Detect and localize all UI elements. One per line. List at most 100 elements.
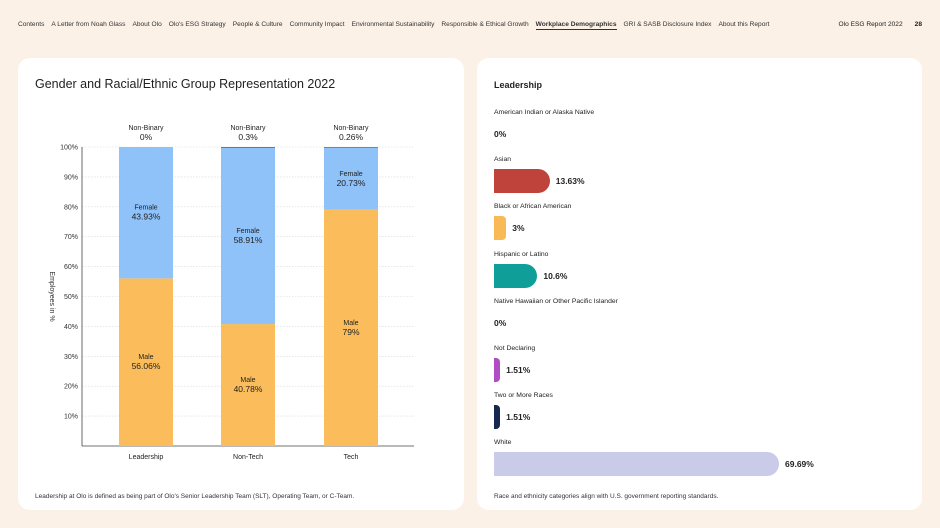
leadership-row: Hispanic or Latino 10.6% <box>494 249 904 296</box>
category-label: Hispanic or Latino <box>494 250 549 258</box>
bar-wrap: 1.51% <box>494 357 531 382</box>
chart-footnote: Leadership at Olo is defined as being pa… <box>35 493 355 500</box>
percentage-value: 69.69% <box>785 459 814 470</box>
series-label: Non-Binary <box>333 125 369 132</box>
data-label: 0.3% <box>238 132 258 142</box>
y-tick-label: 70% <box>64 234 78 241</box>
y-tick-label: 30% <box>64 354 78 361</box>
percentage-value: 3% <box>512 223 525 234</box>
percentage-bar <box>494 405 501 430</box>
category-label: Two or More Races <box>494 392 553 400</box>
bar-male-leadership <box>119 278 173 446</box>
percentage-bar <box>494 216 507 241</box>
y-tick-label: 80% <box>64 204 78 211</box>
nav-item-gri-sasb-disclosure-index[interactable]: GRI & SASB Disclosure Index <box>623 21 712 28</box>
series-label: Non-Binary <box>230 125 266 132</box>
report-title: Olo ESG Report 2022 <box>838 21 903 28</box>
bar-wrap: 10.6% <box>494 263 568 288</box>
x-tick-label: Non-Tech <box>233 454 263 461</box>
y-tick-label: 100% <box>60 145 78 152</box>
data-label: 0.26% <box>339 132 364 142</box>
y-axis-label: Employees in % <box>48 271 55 321</box>
bar-wrap: 0% <box>494 122 506 146</box>
bar-male-tech <box>324 209 378 446</box>
series-label: Male <box>138 354 153 361</box>
leadership-list: American Indian or Alaska Native 0% Asian 1… <box>494 107 904 485</box>
y-tick-label: 10% <box>64 414 78 421</box>
percentage-value: 0% <box>494 129 507 139</box>
nav-item-about-olo[interactable]: About Olo <box>132 21 162 28</box>
nav-item-responsible-ethical-growth[interactable]: Responsible & Ethical Growth <box>441 21 529 28</box>
y-tick-label: 40% <box>64 324 78 331</box>
category-label: Native Hawaiian or Other Pacific Islande… <box>494 297 618 305</box>
data-label: 40.78% <box>234 384 263 394</box>
nav-item-environmental-sustainability[interactable]: Environmental Sustainability <box>351 21 435 28</box>
nav-item-about-this-report[interactable]: About this Report <box>718 21 770 28</box>
y-tick-label: 50% <box>64 294 78 301</box>
gender-chart-card: Gender and Racial/Ethnic Group Represent… <box>18 58 464 510</box>
panel-title: Leadership <box>494 80 543 90</box>
bar-wrap: 69.69% <box>494 452 814 477</box>
nav-item-workplace-demographics[interactable]: Workplace Demographics <box>535 21 617 30</box>
chart-title: Gender and Racial/Ethnic Group Represent… <box>35 77 336 91</box>
y-tick-label: 60% <box>64 264 78 271</box>
stacked-bar-chart: 10% 20% 30% 40% 50% 60% 70% 80% 90% 100% Employees… <box>48 125 414 461</box>
percentage-value: 1.51% <box>506 412 531 423</box>
series-label: Male <box>343 320 358 327</box>
nav-item-olo-s-esg-strategy[interactable]: Olo's ESG Strategy <box>168 21 226 28</box>
y-tick-label: 90% <box>64 174 78 181</box>
nav-item-a-letter-from-noah-glass[interactable]: A Letter from Noah Glass <box>51 21 126 28</box>
leadership-row: Not Declaring 1.51% <box>494 343 904 390</box>
category-label: Not Declaring <box>494 344 536 352</box>
bar-female-non-tech <box>221 147 275 325</box>
x-tick-label: Leadership <box>129 454 164 461</box>
leadership-row: White 69.69% <box>494 437 904 484</box>
leadership-row: Asian 13.63% <box>494 154 904 201</box>
category-label: American Indian or Alaska Native <box>494 109 595 116</box>
percentage-bar <box>494 263 538 288</box>
percentage-value: 13.63% <box>555 176 585 187</box>
leadership-row: Two or More Races 1.51% <box>494 390 904 437</box>
leadership-row: Native Hawaiian or Other Pacific Islande… <box>494 296 904 343</box>
x-tick-label: Tech <box>344 454 359 461</box>
data-label: 58.91% <box>234 235 263 245</box>
category-label: White <box>494 439 512 447</box>
percentage-bar <box>494 169 550 194</box>
top-navigation: Contents A Letter from Noah Glass About Ol… <box>0 0 940 50</box>
bar-male-non-tech <box>221 324 275 446</box>
report-header: Olo ESG Report 2022 28 <box>839 21 923 28</box>
race-footnote: Race and ethnicity categories align with… <box>494 493 719 500</box>
percentage-value: 1.51% <box>506 364 531 375</box>
percentage-value: 10.6% <box>543 270 568 281</box>
nav-item-community-impact[interactable]: Community Impact <box>289 21 345 28</box>
percentage-bar <box>494 452 779 477</box>
category-label: Black or African American <box>494 203 572 211</box>
leadership-row: American Indian or Alaska Native 0% <box>494 107 904 154</box>
data-label: 0% <box>140 132 153 142</box>
nav-menu: Contents A Letter from Noah Glass About Ol… <box>18 21 769 30</box>
bar-non-binary-tech <box>324 147 378 148</box>
data-label: 20.73% <box>337 178 366 188</box>
series-label: Female <box>339 171 362 178</box>
percentage-value: 0% <box>494 317 507 328</box>
bar-wrap: 1.51% <box>494 405 531 430</box>
bar-female-tech <box>324 147 378 210</box>
leadership-row: Black or African American 3% <box>494 201 904 248</box>
y-tick-label: 20% <box>64 384 78 391</box>
nav-item-people-culture[interactable]: People & Culture <box>232 21 283 28</box>
bar-wrap: 13.63% <box>494 169 585 194</box>
series-label: Non-Binary <box>128 125 164 132</box>
series-label: Female <box>134 205 157 212</box>
series-label: Female <box>236 228 259 235</box>
percentage-bar <box>494 357 501 382</box>
data-label: 79% <box>342 327 359 337</box>
series-label: Male <box>240 377 255 384</box>
data-label: 43.93% <box>132 212 161 222</box>
nav-item-contents[interactable]: Contents <box>18 21 45 28</box>
bar-female-leadership <box>119 147 173 279</box>
bar-wrap: 3% <box>494 216 525 241</box>
page-number: 28 <box>914 21 922 28</box>
category-label: Asian <box>494 156 512 164</box>
leadership-card: Leadership American Indian or Alaska Nat… <box>477 58 922 510</box>
bar-wrap: 0% <box>494 311 506 335</box>
